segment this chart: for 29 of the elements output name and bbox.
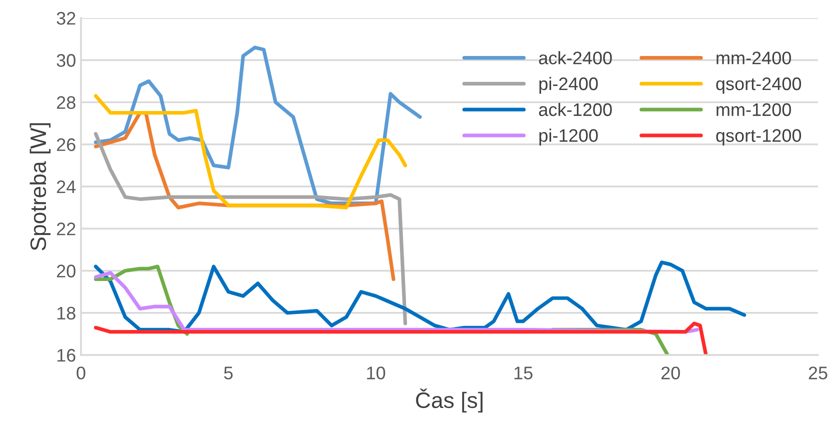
x-axis-title: Čas [s] [416,388,482,413]
y-tick-label: 16 [57,348,76,362]
x-tick-label: 5 [224,366,233,380]
legend-label: mm-1200 [716,103,791,116]
x-tick-label: 20 [661,366,680,380]
y-tick-label: 32 [56,12,76,25]
y-tick-label: 18 [57,306,76,320]
line-series [94,322,708,355]
line-series [94,132,408,326]
y-axis-title: Spotreba [W] [30,123,50,250]
legend-label: mm-2400 [716,52,791,64]
y-tick-label: 26 [56,138,76,152]
legend-label: qsort-2400 [716,77,802,94]
y-tick-label: 28 [56,96,76,109]
x-tick-label: 15 [514,366,532,380]
x-tick-label: 10 [367,366,386,380]
legend-label: pi-1200 [539,128,598,146]
y-tick-label: 30 [56,54,76,67]
legend-label: ack-1200 [539,102,612,116]
line-series [94,46,422,206]
y-tick-label: 22 [56,222,76,236]
y-tick-label: 20 [56,264,76,278]
legend-label: pi-2400 [539,76,598,94]
x-tick-label: 25 [808,366,828,380]
legend-label: ack-2400 [539,51,612,64]
line-series [94,94,408,210]
y-tick-label: 24 [56,180,76,194]
x-tick-label: 0 [76,366,86,380]
legend-label: qsort-1200 [716,129,802,146]
